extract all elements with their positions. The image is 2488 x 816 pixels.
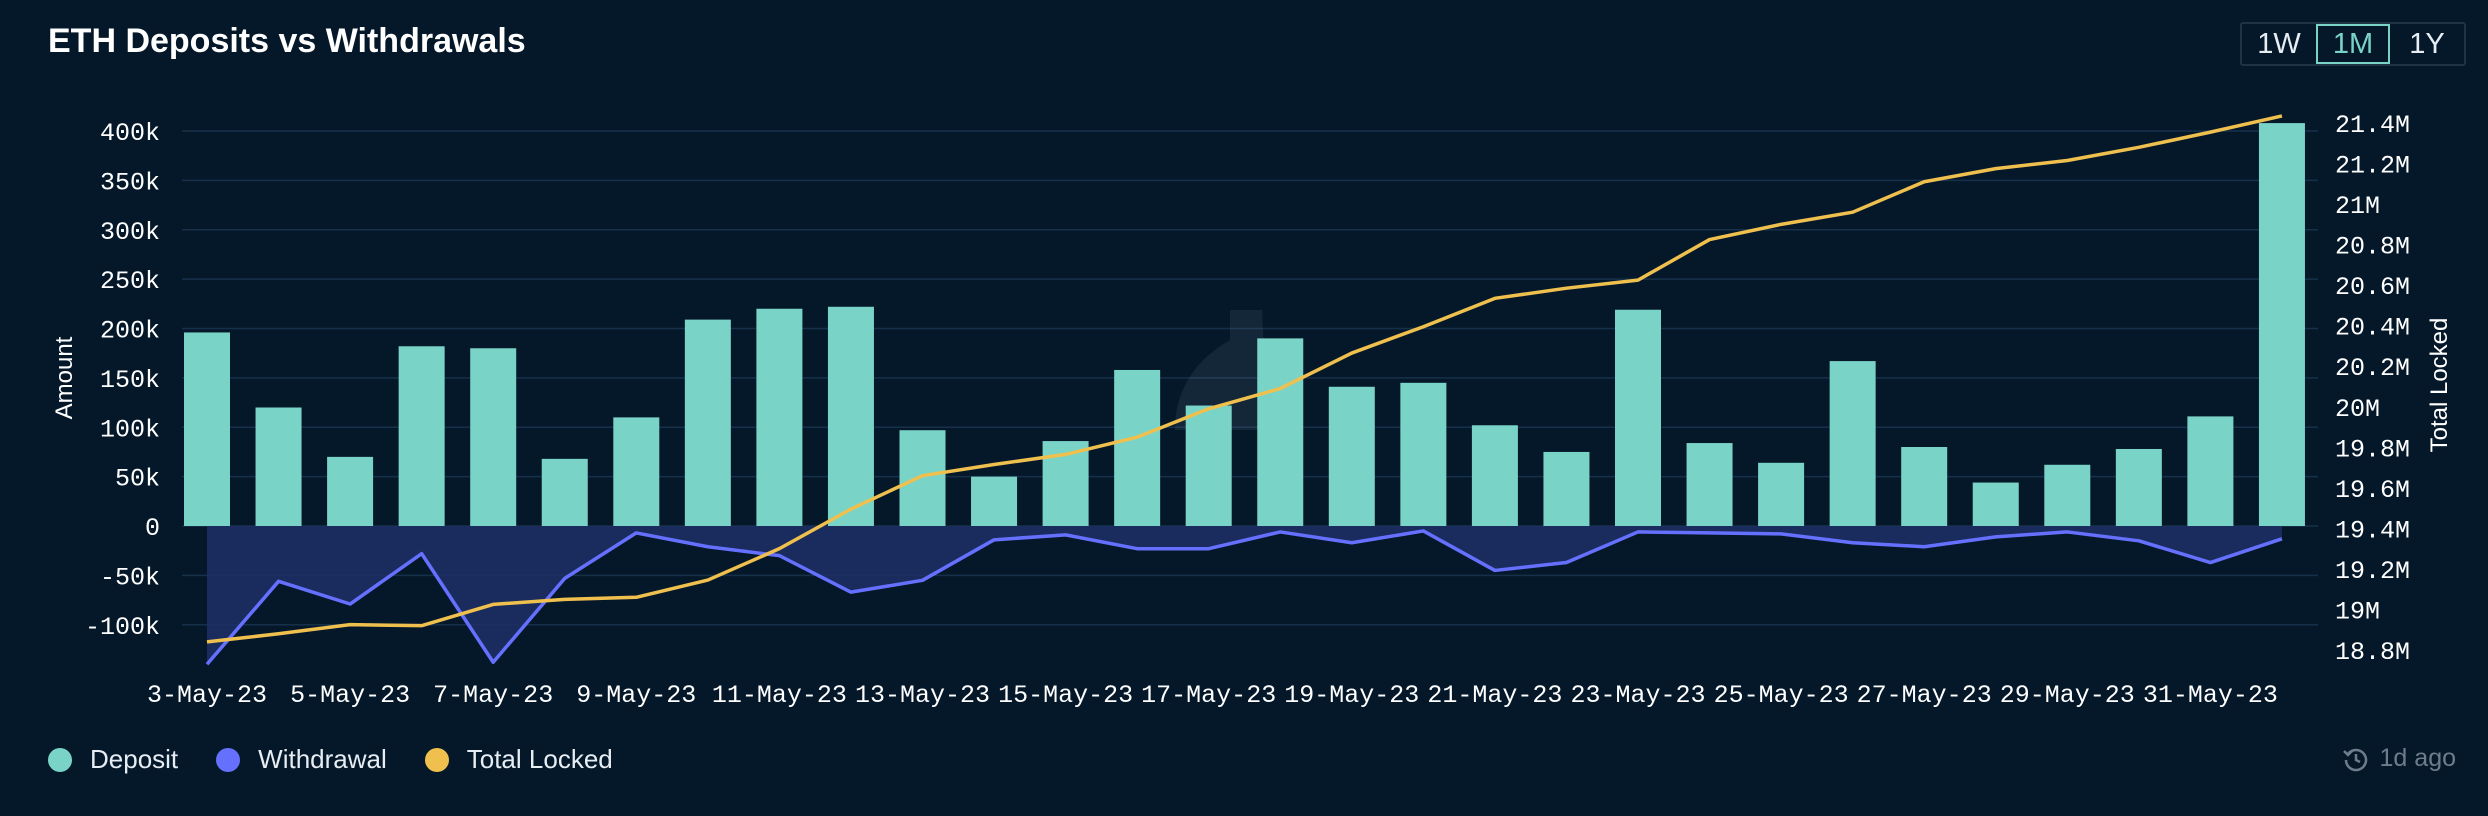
right-tick-label: 19.4M	[2335, 516, 2410, 545]
right-tick-label: 21.2M	[2335, 152, 2410, 181]
time-range-selector: 1W 1M 1Y	[2240, 22, 2466, 66]
left-tick-label: 0	[145, 514, 160, 543]
deposit-bar	[255, 407, 302, 526]
legend-label-deposit: Deposit	[90, 744, 179, 774]
left-tick-label: 200k	[100, 317, 160, 346]
x-tick-label: 23-May-23	[1570, 681, 1705, 710]
left-tick-label: 100k	[100, 415, 160, 444]
withdrawal-area	[207, 526, 2282, 665]
range-1y-button[interactable]: 1Y	[2409, 27, 2445, 60]
deposit-bar	[899, 430, 946, 526]
withdrawal-area-fill	[207, 526, 2282, 665]
deposit-bar	[2115, 448, 2162, 526]
x-tick-label: 13-May-23	[855, 681, 990, 710]
left-axis-ticks: 400k 350k 300k 250k 200k 150k 100k 50k 0 -50k -100…	[85, 119, 160, 642]
x-tick-label: 3-May-23	[147, 681, 267, 710]
left-tick-label: 300k	[100, 218, 160, 247]
deposit-bar	[613, 417, 660, 526]
right-tick-label: 20.2M	[2335, 354, 2410, 383]
right-tick-label: 18.8M	[2335, 638, 2410, 667]
x-tick-label: 21-May-23	[1427, 681, 1562, 710]
deposits-withdrawals-chart: 400k 350k 300k 250k 200k 150k 100k 50k 0 -50k -100…	[51, 111, 2453, 710]
deposit-bar	[1758, 462, 1805, 526]
right-tick-label: 20.6M	[2335, 273, 2410, 302]
legend-item-total-locked[interactable]: Total Locked	[424, 744, 613, 775]
left-tick-label: -50k	[100, 563, 160, 592]
deposit-bar	[1257, 338, 1304, 526]
deposit-bar	[1400, 382, 1447, 526]
deposit-bar	[1686, 443, 1733, 526]
x-tick-label: 11-May-23	[712, 681, 847, 710]
right-tick-label: 20.8M	[2335, 233, 2410, 262]
deposit-bar	[1328, 386, 1375, 526]
total-locked-line	[206, 114, 2283, 644]
x-tick-label: 17-May-23	[1141, 681, 1276, 710]
left-tick-label: 250k	[100, 267, 160, 296]
right-axis-ticks: 21.4M 21.2M 21M 20.8M 20.6M 20.4M 20.2M 20M 19.8…	[2335, 111, 2410, 667]
range-1w-button[interactable]: 1W	[2257, 27, 2301, 60]
refresh-clock-icon[interactable]	[2342, 745, 2370, 773]
left-tick-label: 150k	[100, 366, 160, 395]
x-tick-label: 25-May-23	[1714, 681, 1849, 710]
legend: Deposit Withdrawal Total Locked	[48, 744, 651, 775]
right-tick-label: 19M	[2335, 597, 2380, 626]
deposit-bar	[184, 332, 230, 526]
deposit-bar	[1471, 425, 1518, 526]
withdrawal-line	[205, 529, 2283, 666]
deposit-bar	[756, 308, 803, 526]
deposit-bar	[398, 346, 445, 526]
x-tick-label: 7-May-23	[433, 681, 553, 710]
left-tick-label: 400k	[100, 119, 160, 148]
deposit-bar	[1829, 361, 1876, 526]
deposit-bar	[827, 306, 874, 526]
chart-title: ETH Deposits vs Withdrawals	[48, 22, 526, 60]
deposit-bar	[541, 458, 588, 526]
legend-item-deposit[interactable]: Deposit	[48, 744, 178, 775]
deposit-bars	[184, 123, 2305, 526]
right-tick-label: 20M	[2335, 395, 2380, 424]
series-lines	[205, 114, 2283, 666]
deposit-bar	[1185, 405, 1232, 526]
deposit-bar	[971, 476, 1018, 526]
right-axis-title: Total Locked	[2426, 318, 2453, 453]
deposit-bar	[2187, 416, 2234, 526]
x-tick-label: 9-May-23	[576, 681, 696, 710]
legend-item-withdrawal[interactable]: Withdrawal	[216, 744, 387, 775]
deposit-dot-icon	[48, 747, 72, 772]
deposit-bar	[1615, 309, 1661, 526]
deposit-bar	[1114, 369, 1161, 526]
right-tick-label: 19.2M	[2335, 557, 2410, 586]
right-tick-label: 19.8M	[2335, 435, 2410, 464]
deposit-bar	[684, 319, 731, 526]
deposit-bar	[1972, 482, 2019, 526]
range-1m-button[interactable]: 1M	[2316, 24, 2390, 64]
deposit-bar	[470, 348, 517, 526]
right-tick-label: 19.6M	[2335, 476, 2410, 505]
left-tick-label: -100k	[85, 613, 160, 642]
total-locked-dot-icon	[424, 747, 449, 772]
deposit-bar	[327, 456, 374, 526]
right-tick-label: 21.4M	[2335, 111, 2410, 140]
deposit-bar	[1901, 447, 1948, 526]
left-tick-label: 350k	[100, 168, 160, 197]
right-tick-label: 20.4M	[2335, 314, 2410, 343]
x-tick-label: 19-May-23	[1284, 681, 1419, 710]
legend-label-withdrawal: Withdrawal	[258, 744, 387, 774]
left-axis-title: Amount	[51, 336, 78, 419]
deposit-bar	[2258, 123, 2305, 526]
x-tick-label: 15-May-23	[998, 681, 1133, 710]
left-tick-label: 50k	[115, 465, 160, 494]
x-axis-ticks: 3-May-23 5-May-23 7-May-23 9-May-23 11-May-2…	[147, 681, 2278, 710]
x-tick-label: 27-May-23	[1857, 681, 1992, 710]
withdrawal-dot-icon	[216, 747, 241, 772]
x-tick-label: 29-May-23	[2000, 681, 2135, 710]
deposit-bar	[2044, 464, 2091, 526]
legend-label-total-locked: Total Locked	[466, 744, 613, 774]
deposit-bar	[1543, 451, 1590, 526]
x-tick-label: 5-May-23	[290, 681, 410, 710]
last-updated-text: 1d ago	[2379, 744, 2456, 772]
x-tick-label: 31-May-23	[2143, 681, 2278, 710]
right-tick-label: 21M	[2335, 192, 2380, 221]
last-updated: 1d ago	[2342, 744, 2456, 773]
